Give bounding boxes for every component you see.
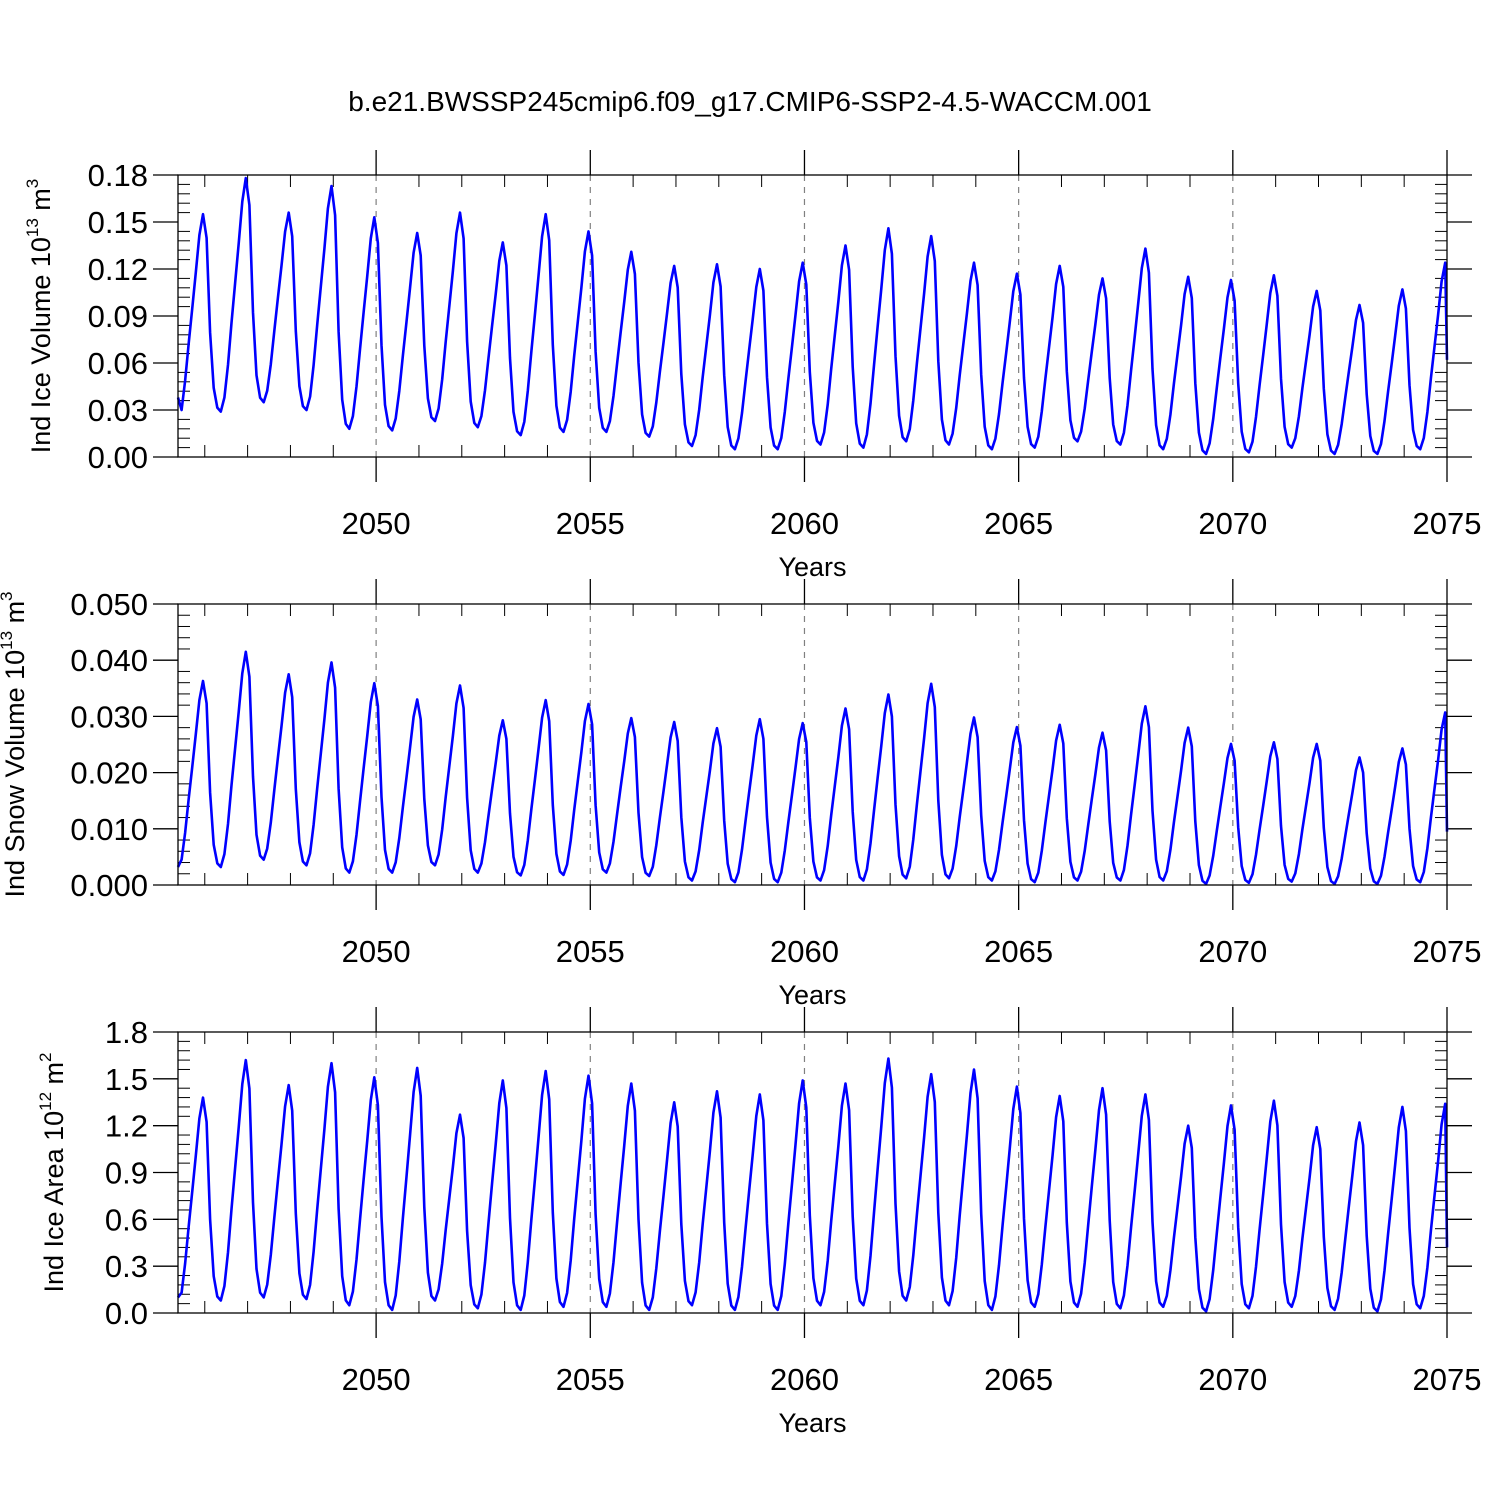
ice-area-panel: 0.0 0.3 0.6 0.9 1.2 1.5 1.8 2050 2055 2060 2065 207…: [36, 1007, 1481, 1438]
y-tick-label: 1.5: [105, 1062, 148, 1097]
y-axis-label-exponent: 12: [36, 1092, 55, 1111]
y-axis-label-main: Ind Snow Volume 10: [0, 650, 30, 898]
x-tick-label: 2060: [770, 506, 839, 541]
y-tick-label: 0.15: [88, 205, 148, 240]
x-tick-label: 2050: [342, 1362, 411, 1397]
x-tick-label: 2075: [1413, 506, 1482, 541]
y-tick-label: 0.6: [105, 1202, 148, 1237]
snow-volume-panel: 0.000 0.010 0.020 0.030 0.040 0.050 2050 2055 20…: [0, 579, 1481, 1010]
x-tick-label: 2070: [1198, 934, 1267, 969]
y-axis-label-main: Ind Ice Area 10: [39, 1111, 69, 1293]
snow-volume-series-line: [176, 650, 1449, 886]
x-tick-label: 2050: [342, 506, 411, 541]
y-axis-label-unit-exponent: 3: [23, 179, 42, 188]
figure-title: b.e21.BWSSP245cmip6.f09_g17.CMIP6-SSP2-4…: [348, 86, 1152, 117]
plot-frame: [177, 174, 1448, 458]
y-tick-label: 0.030: [70, 699, 148, 734]
plot-frame: [177, 603, 1448, 886]
ice-area-series-line: [176, 1057, 1449, 1313]
y-axis-label: Ind Ice Volume 1013 m3: [23, 179, 56, 454]
x-tick-label: 2060: [770, 1362, 839, 1397]
x-tick-label: 2075: [1413, 934, 1482, 969]
ice-volume-series-line: [176, 176, 1449, 456]
y-axis-label: Ind Ice Area 1012 m2: [36, 1052, 69, 1292]
y-axis-label-unit-exponent: 2: [36, 1052, 55, 1061]
y-tick-label: 0.09: [88, 299, 148, 334]
y-axis-label-unit: m: [39, 1062, 69, 1092]
y-tick-label: 0.3: [105, 1249, 148, 1284]
x-tick-label: 2055: [556, 506, 625, 541]
y-axis-label-exponent: 13: [0, 631, 16, 650]
y-tick-label: 0.000: [70, 868, 148, 903]
y-tick-label: 0.050: [70, 587, 148, 622]
x-tick-label: 2055: [556, 934, 625, 969]
x-axis-label: Years: [778, 1408, 846, 1438]
y-tick-label: 1.2: [105, 1109, 148, 1144]
y-axis-label-unit: m: [0, 601, 30, 631]
plot-frame: [177, 1031, 1448, 1314]
ice-volume-panel: 0.00 0.03 0.06 0.09 0.12 0.15 0.18 2050 2055 2060…: [23, 150, 1481, 582]
y-tick-label: 0.00: [88, 440, 148, 475]
y-tick-label: 1.8: [105, 1015, 148, 1050]
y-axis-label-exponent: 13: [23, 218, 42, 237]
x-tick-label: 2065: [984, 1362, 1053, 1397]
x-tick-label: 2070: [1198, 506, 1267, 541]
x-tick-label: 2065: [984, 934, 1053, 969]
x-tick-label: 2070: [1198, 1362, 1267, 1397]
x-tick-label: 2050: [342, 934, 411, 969]
y-tick-label: 0.040: [70, 643, 148, 678]
y-tick-label: 0.010: [70, 812, 148, 847]
y-tick-label: 0.03: [88, 393, 148, 428]
y-tick-label: 0.12: [88, 252, 148, 287]
x-axis-label: Years: [778, 552, 846, 582]
y-tick-label: 0.06: [88, 346, 148, 381]
x-tick-label: 2055: [556, 1362, 625, 1397]
x-tick-label: 2065: [984, 506, 1053, 541]
x-tick-label: 2060: [770, 934, 839, 969]
x-axis-label: Years: [778, 980, 846, 1010]
y-axis-label-unit: m: [26, 188, 56, 218]
y-tick-label: 0.020: [70, 756, 148, 791]
y-axis-label-main: Ind Ice Volume 10: [26, 237, 56, 453]
x-tick-label: 2075: [1413, 1362, 1482, 1397]
y-axis-label-unit-exponent: 3: [0, 591, 16, 600]
y-tick-label: 0.18: [88, 158, 148, 193]
y-axis-label: Ind Snow Volume 1013 m3: [0, 591, 30, 897]
y-tick-label: 0.0: [105, 1296, 148, 1331]
y-tick-label: 0.9: [105, 1156, 148, 1191]
